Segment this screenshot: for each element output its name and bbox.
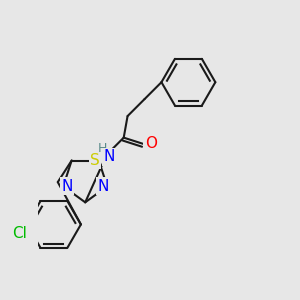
Text: S: S [90,153,100,168]
Text: N: N [61,179,73,194]
Text: N: N [103,149,115,164]
Text: N: N [98,179,109,194]
Text: H: H [98,142,108,155]
Text: Cl: Cl [12,226,27,241]
Text: O: O [145,136,157,151]
